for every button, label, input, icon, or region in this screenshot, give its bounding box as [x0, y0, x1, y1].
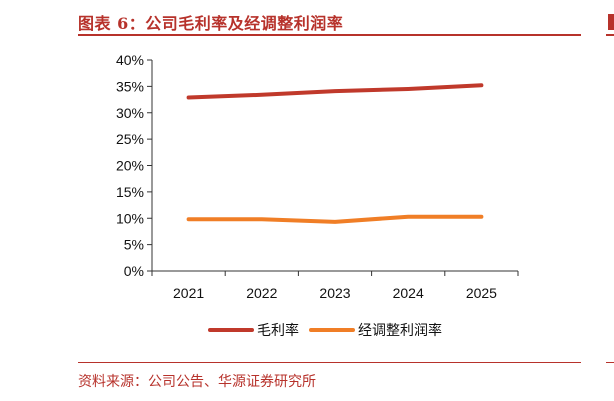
x-tick-label: 2025	[466, 285, 497, 301]
y-tick-label: 15%	[116, 184, 144, 200]
series-line-gross-margin	[186, 83, 484, 100]
y-axis-ticks: 0% 5% 10% 15% 20% 25% 30% 35% 40%	[116, 52, 152, 279]
title-divider	[78, 34, 581, 36]
source-note: 资料来源：公司公告、华源证券研究所	[78, 374, 316, 390]
chart-series	[186, 83, 484, 224]
y-tick-label: 10%	[116, 210, 144, 226]
figure-title: 图表 6：公司毛利率及经调整利润率	[78, 14, 344, 33]
source-divider	[78, 362, 581, 363]
next-panel-divider-fragment	[606, 34, 614, 36]
y-tick-label: 40%	[116, 52, 144, 68]
chart-legend: 毛利率 经调整利润率	[208, 322, 442, 339]
next-panel-source-divider-fragment	[606, 362, 614, 363]
x-tick-label: 2021	[173, 285, 204, 301]
next-panel-title-fragment	[608, 14, 614, 30]
x-axis-ticks: 2021 2022 2023 2024 2025	[151, 271, 519, 301]
legend-label: 经调整利润率	[358, 322, 442, 339]
y-tick-label: 35%	[116, 78, 144, 94]
legend-label: 毛利率	[257, 322, 299, 339]
y-tick-label: 20%	[116, 158, 144, 174]
y-tick-label: 30%	[116, 105, 144, 121]
x-tick-label: 2024	[393, 285, 424, 301]
series-line-adjusted-margin	[186, 214, 484, 224]
y-tick-label: 25%	[116, 131, 144, 147]
y-tick-label: 5%	[124, 237, 144, 253]
x-tick-label: 2022	[246, 285, 277, 301]
y-tick-label: 0%	[124, 263, 144, 279]
x-tick-label: 2023	[319, 285, 350, 301]
